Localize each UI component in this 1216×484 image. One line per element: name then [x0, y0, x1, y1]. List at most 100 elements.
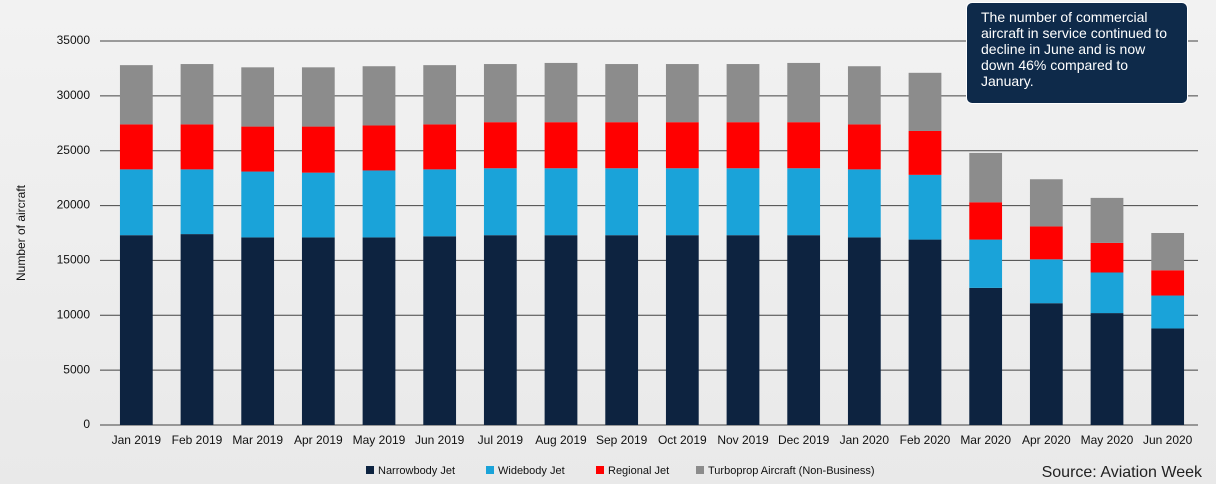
- y-axis-label: Number of aircraft: [14, 184, 28, 281]
- bar-segment: [787, 168, 821, 236]
- bar-segment: [180, 124, 214, 170]
- bar-segment: [605, 235, 639, 425]
- y-tick-label: 10000: [57, 307, 91, 321]
- bar-segment: [969, 152, 1003, 203]
- bar-segment: [483, 235, 517, 425]
- bar-segment: [605, 168, 639, 236]
- y-tick-label: 5000: [63, 362, 90, 376]
- bar-segment: [1151, 295, 1185, 329]
- x-tick-label: Oct 2019: [658, 433, 707, 447]
- x-tick-label: Apr 2019: [294, 433, 343, 447]
- bar-segment: [241, 126, 275, 172]
- x-tick-label: Mar 2020: [960, 433, 1011, 447]
- bar-segment: [1029, 303, 1063, 425]
- x-tick-label: Aug 2019: [535, 433, 587, 447]
- bar-segment: [180, 169, 214, 235]
- bar-segment: [969, 239, 1003, 288]
- bar-segment: [1151, 328, 1185, 425]
- bar-segment: [119, 124, 153, 170]
- bar-segment: [423, 169, 457, 237]
- bar-segment: [483, 64, 517, 123]
- bar-segment: [787, 62, 821, 123]
- bar-segment: [362, 125, 396, 171]
- bar-segment: [1090, 242, 1124, 273]
- bar-segment: [605, 64, 639, 123]
- bar-segment: [969, 202, 1003, 240]
- bar-segment: [362, 237, 396, 425]
- bar-segment: [1029, 179, 1063, 227]
- x-tick-label: May 2020: [1081, 433, 1134, 447]
- bar-segment: [241, 237, 275, 425]
- bar-segment: [483, 168, 517, 236]
- legend-label: Widebody Jet: [498, 465, 565, 477]
- bar-segment: [908, 239, 942, 425]
- legend-label: Turboprop Aircraft (Non-Business): [708, 465, 875, 477]
- bar-segment: [726, 168, 760, 236]
- bar-segment: [301, 126, 335, 173]
- bar-segment: [726, 122, 760, 169]
- bar-segment: [847, 237, 881, 425]
- bar-segment: [1090, 272, 1124, 314]
- bar-segment: [908, 72, 942, 131]
- bar-segment: [180, 64, 214, 125]
- bar-segment: [180, 234, 214, 425]
- x-tick-label: Jul 2019: [478, 433, 524, 447]
- legend-swatch: [596, 466, 604, 474]
- x-tick-label: Jun 2019: [415, 433, 465, 447]
- bar-segment: [726, 64, 760, 123]
- bar-segment: [1151, 233, 1185, 271]
- bar-segment: [787, 235, 821, 425]
- y-tick-label: 25000: [57, 143, 91, 157]
- bar-segment: [1090, 313, 1124, 425]
- bar-segment: [119, 65, 153, 125]
- bar-segment: [1029, 259, 1063, 304]
- x-tick-label: Jan 2020: [840, 433, 890, 447]
- bar-segment: [241, 171, 275, 238]
- x-tick-label: Nov 2019: [717, 433, 769, 447]
- legend-label: Regional Jet: [608, 465, 669, 477]
- bar-segment: [119, 235, 153, 425]
- legend-swatch: [486, 466, 494, 474]
- bar-segment: [1090, 197, 1124, 243]
- source: Source: Aviation Week: [1041, 464, 1202, 481]
- y-tick-label: 30000: [57, 88, 91, 102]
- x-tick-label: Sep 2019: [596, 433, 648, 447]
- y-tick-label: 35000: [57, 33, 91, 47]
- x-tick-label: Jan 2019: [112, 433, 162, 447]
- bar-segment: [665, 122, 699, 169]
- bar-segment: [301, 67, 335, 127]
- bar-segment: [665, 64, 699, 123]
- bar-segment: [908, 174, 942, 240]
- legend-swatch: [366, 466, 374, 474]
- bar-segment: [301, 172, 335, 238]
- bar-segment: [483, 122, 517, 169]
- bar-segment: [1029, 226, 1063, 260]
- x-tick-label: Apr 2020: [1022, 433, 1071, 447]
- bar-segment: [969, 287, 1003, 425]
- bar-segment: [423, 124, 457, 170]
- bar-segment: [726, 235, 760, 425]
- bar-segment: [665, 235, 699, 425]
- y-tick-label: 0: [83, 417, 90, 431]
- bar-segment: [544, 62, 578, 123]
- annotation: The number of commercial aircraft in ser…: [966, 2, 1188, 104]
- bar-segment: [908, 130, 942, 175]
- bar-segment: [119, 169, 153, 236]
- x-tick-label: Feb 2020: [900, 433, 951, 447]
- bar-segment: [301, 237, 335, 425]
- bar-segment: [544, 168, 578, 236]
- bar-segment: [362, 170, 396, 238]
- bar-segment: [847, 124, 881, 170]
- x-tick-label: Mar 2019: [232, 433, 283, 447]
- bar-segment: [605, 122, 639, 169]
- bar-segment: [665, 168, 699, 236]
- bar-segment: [544, 235, 578, 425]
- bar-segment: [423, 236, 457, 425]
- x-tick-label: Dec 2019: [778, 433, 830, 447]
- bar-segment: [1151, 270, 1185, 296]
- x-tick-label: May 2019: [353, 433, 406, 447]
- bar-segment: [847, 169, 881, 238]
- legend-swatch: [696, 466, 704, 474]
